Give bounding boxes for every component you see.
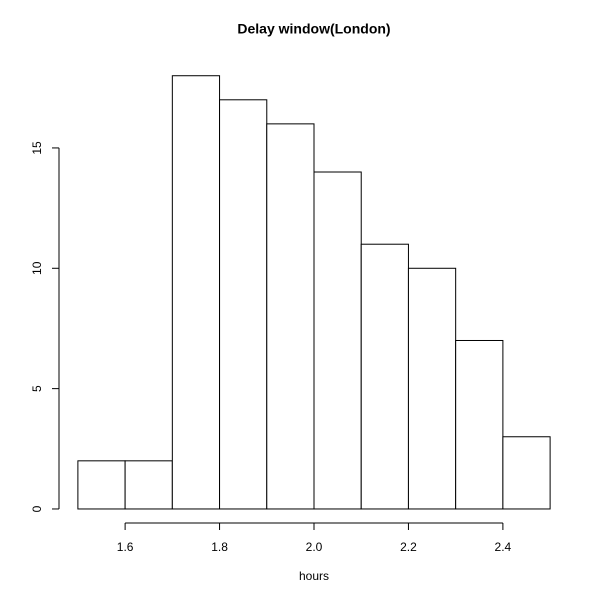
x-tick-label: 2.0 — [306, 540, 323, 554]
y-tick-label: 10 — [30, 261, 44, 275]
bar — [407, 267, 457, 510]
y-tick-label: 15 — [30, 141, 44, 155]
bar — [266, 123, 315, 510]
x-tick-label: 1.6 — [117, 540, 134, 554]
bar — [219, 99, 268, 510]
x-tick-label: 2.4 — [495, 540, 512, 554]
bar — [360, 243, 409, 510]
x-axis-title: hours — [299, 569, 329, 583]
x-tick-label: 1.8 — [211, 540, 228, 554]
chart-title: Delay window(London) — [237, 21, 390, 37]
bar — [502, 436, 551, 510]
bar — [124, 460, 173, 510]
bar — [313, 171, 362, 510]
bar — [171, 75, 221, 510]
y-tick-label: 5 — [30, 385, 44, 392]
bar — [77, 460, 126, 510]
bar — [455, 339, 504, 510]
y-tick-label: 0 — [30, 505, 44, 512]
x-tick-label: 2.2 — [400, 540, 417, 554]
